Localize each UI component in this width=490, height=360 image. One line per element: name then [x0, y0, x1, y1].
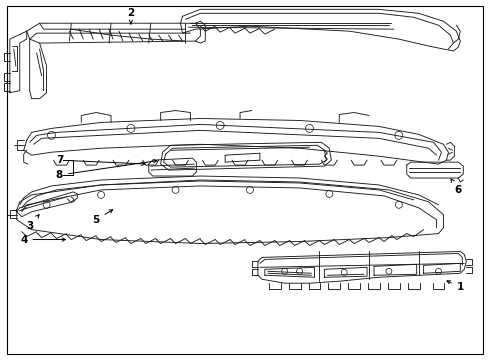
Text: 4: 4 — [20, 234, 66, 244]
Text: 6: 6 — [451, 179, 462, 195]
Text: 5: 5 — [93, 210, 113, 225]
Text: 1: 1 — [447, 281, 464, 292]
Text: 3: 3 — [26, 215, 39, 231]
Text: 8: 8 — [56, 159, 157, 180]
Text: 2: 2 — [127, 8, 135, 24]
Text: 7: 7 — [56, 155, 145, 166]
